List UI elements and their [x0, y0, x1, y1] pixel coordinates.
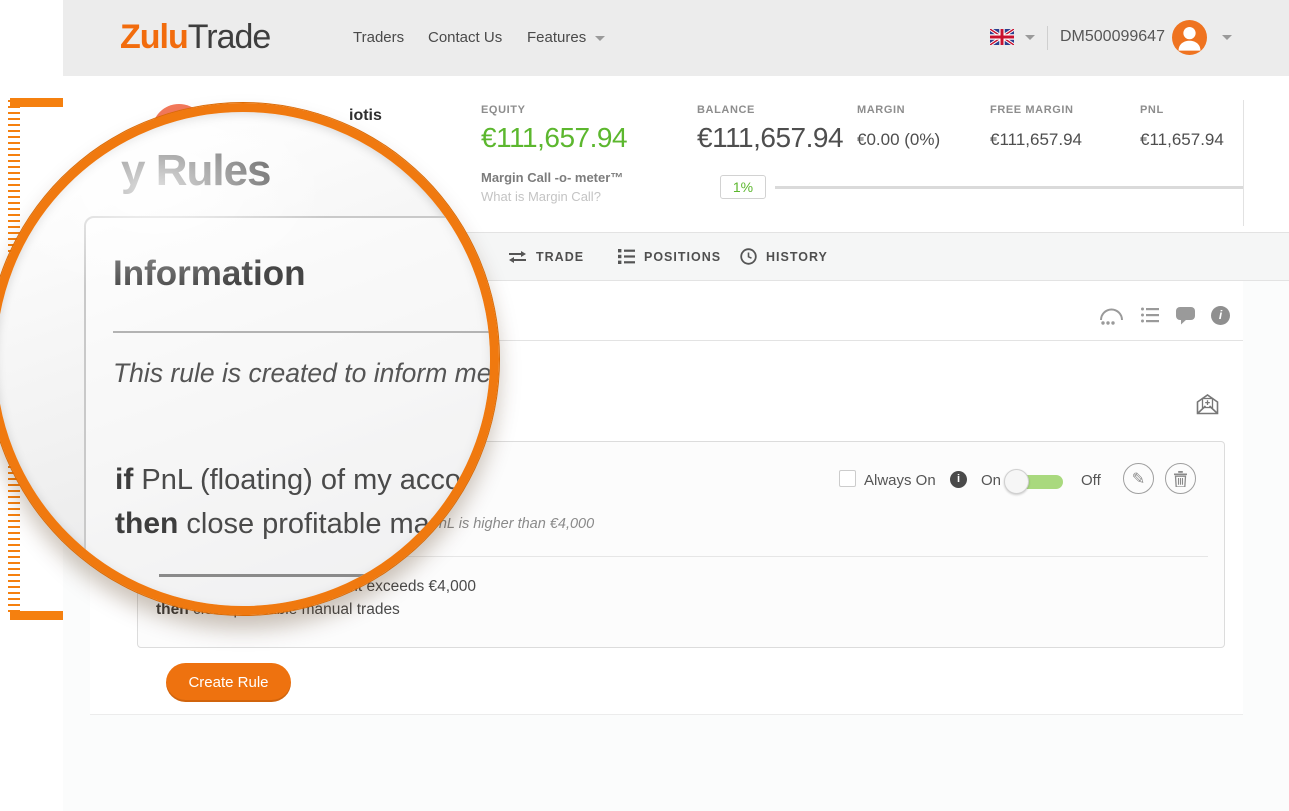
account-id[interactable]: DM500099647 — [1060, 28, 1165, 45]
rule-toggle-knob[interactable] — [1004, 469, 1029, 494]
chat-bubble-icon[interactable] — [1176, 307, 1195, 330]
rules-toolbar: i — [90, 281, 1243, 341]
what-is-margin-call-link[interactable]: What is Margin Call? — [481, 189, 601, 204]
stat-margin-value: €0.00 (0%) — [857, 130, 941, 149]
stat-free-margin-value: €111,657.94 — [990, 130, 1083, 149]
tab-history[interactable]: HISTORY — [740, 233, 828, 280]
stat-equity-value: €111,657.94 — [481, 122, 628, 153]
margin-meter-bar — [775, 186, 1243, 189]
stat-pnl: PNL €11,657.94 — [1140, 104, 1224, 150]
email-rule-icon[interactable] — [1196, 394, 1219, 420]
language-chevron-icon[interactable] — [1025, 35, 1035, 40]
stat-balance: BALANCE €111,657.94 — [697, 104, 844, 154]
list-icon[interactable] — [1141, 307, 1159, 328]
toggle-on-label: On — [981, 472, 1002, 489]
user-avatar[interactable] — [1172, 20, 1207, 55]
stat-pnl-label: PNL — [1140, 104, 1164, 116]
rule-toggle[interactable] — [1004, 469, 1063, 494]
stat-pnl-value: €11,657.94 — [1140, 130, 1224, 149]
always-on-info-icon[interactable]: i — [950, 471, 967, 488]
tab-trade-label: TRADE — [536, 249, 585, 264]
rule-divider — [156, 556, 1208, 557]
header-divider — [1243, 100, 1244, 226]
margin-call-meter-title: Margin Call -o- meter™ — [481, 170, 624, 185]
account-chevron-icon[interactable] — [1222, 35, 1232, 40]
magnified-if-keyword: if — [115, 463, 134, 496]
magnified-then-keyword: then — [115, 507, 179, 540]
stat-free-margin-label: FREE MARGIN — [990, 104, 1074, 116]
magnified-then-fragment: close profitable man — [178, 508, 446, 540]
delete-rule-button[interactable] — [1165, 463, 1196, 494]
ruler-top-bar — [10, 98, 63, 107]
positions-list-icon — [618, 249, 635, 264]
edit-rule-button[interactable]: ✎ — [1123, 463, 1154, 494]
chevron-down-icon — [594, 35, 605, 41]
magnified-then-line: then close profitable man — [115, 507, 446, 541]
create-rule-button[interactable]: Create Rule — [166, 663, 291, 702]
magnified-divider — [113, 331, 490, 333]
logo-zulu: Zulu — [120, 18, 189, 56]
magnified-card-corner — [84, 216, 490, 606]
pencil-icon: ✎ — [1131, 470, 1146, 488]
info-icon[interactable]: i — [1211, 306, 1230, 325]
language-flag-uk[interactable] — [989, 27, 1015, 50]
arc-dots-icon[interactable] — [1098, 305, 1124, 332]
stat-margin-label: MARGIN — [857, 104, 906, 116]
stat-free-margin: FREE MARGIN €111,657.94 — [990, 104, 1082, 150]
trader-name-fragment: iotis — [349, 107, 382, 124]
toggle-off-label: Off — [1081, 472, 1101, 489]
top-navbar: ZuluTrade Traders Contact Us Features DM… — [63, 0, 1289, 76]
magnified-dark-divider — [159, 574, 419, 577]
trash-icon — [1174, 470, 1187, 487]
stat-balance-value: €111,657.94 — [697, 122, 844, 153]
tab-positions-label: POSITIONS — [644, 249, 722, 264]
always-on-checkbox[interactable] — [839, 470, 856, 487]
magnified-description-fragment: This rule is created to inform me w — [113, 358, 490, 388]
navbar-divider — [1047, 26, 1048, 50]
trade-arrows-icon — [509, 250, 526, 263]
person-icon — [1178, 27, 1201, 51]
nav-item-features-label: Features — [527, 29, 587, 46]
magnifier-lens: y Rules Information This rule is created… — [0, 103, 499, 615]
nav-item-features[interactable]: Features — [527, 29, 605, 46]
stat-balance-label: BALANCE — [697, 104, 755, 116]
stat-equity-label: EQUITY — [481, 104, 526, 116]
margin-meter-badge: 1% — [720, 175, 766, 199]
tab-trade[interactable]: TRADE — [508, 233, 584, 280]
tab-positions[interactable]: POSITIONS — [618, 233, 721, 280]
ruler-bottom-bar — [10, 611, 63, 620]
nav-item-traders[interactable]: Traders — [353, 29, 405, 46]
stat-margin: MARGIN €0.00 (0%) — [857, 104, 940, 150]
magnified-if-line: if PnL (floating) of my accoun — [115, 463, 490, 497]
tab-history-label: HISTORY — [766, 249, 828, 264]
stat-equity: EQUITY €111,657.94 — [481, 104, 628, 154]
logo-trade: Trade — [187, 18, 272, 56]
nav-item-contact-us[interactable]: Contact Us — [428, 29, 503, 46]
uk-flag-icon — [989, 27, 1015, 47]
magnified-if-fragment: PnL (floating) of my accoun — [133, 464, 490, 496]
zulutrade-logo[interactable]: ZuluTrade — [120, 18, 272, 57]
magnified-information-heading: Information — [113, 254, 306, 293]
always-on-label: Always On — [864, 472, 936, 489]
magnified-page-title-fragment: y Rules — [121, 146, 272, 195]
magnifier-lens-content: y Rules Information This rule is created… — [0, 112, 490, 606]
history-clock-icon — [740, 248, 757, 265]
